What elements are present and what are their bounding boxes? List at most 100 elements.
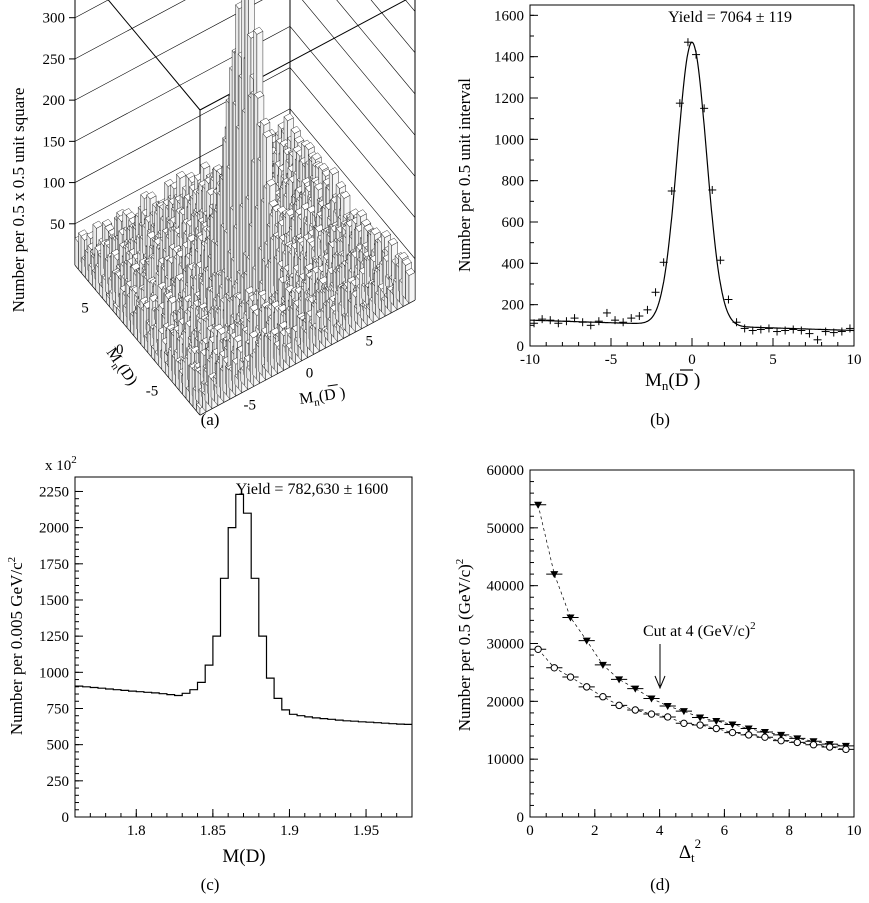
x-tick-label: -5 [605,352,618,368]
series-connector [537,649,846,750]
frame-edge [107,0,201,111]
x-tick-label: 5 [81,300,89,316]
back-grid-line [289,108,416,259]
y-tick-label: 1400 [494,50,524,66]
y-tick-label: 500 [47,738,70,754]
cut-annotation: Cut at 4 (GeV/c)2 [643,620,756,640]
y-tick-label: 0 [306,366,314,382]
x-tick-label: 4 [656,823,664,839]
data-point-circle [809,741,818,749]
plot-frame-b [529,4,855,347]
y-tick-label: 1600 [494,8,524,24]
lego-bar-side [74,237,79,270]
svg-text:): ) [694,370,700,391]
svg-text:Mn(D: Mn(D [645,370,688,393]
x-tick-label: 1.95 [353,823,379,839]
x-tick-label: 6 [721,823,729,839]
yield-annotation-c: Yield = 782,630 ± 1600 [236,481,388,498]
data-point-circle [793,738,801,747]
panel-d-plot: 0 2 4 6 8 10 0 10000 20000 30000 40000 50000 60000 C… [454,463,862,894]
y-tick-label: 200 [502,298,525,314]
caption-a: (a) [201,410,220,429]
lego-bar-side [405,270,410,304]
lego-bar-side [401,260,406,300]
y-tick-label: 1000 [494,132,524,148]
data-point-circle [583,683,591,691]
data-point-circle [728,728,737,737]
lego-bar-top [176,170,187,179]
y-tick-label: 50000 [487,521,525,537]
back-grid-line [370,0,416,53]
x-tick-label: 0 [688,352,696,368]
y-tick-label: 30000 [487,637,525,653]
x-tick-label: 10 [847,352,862,368]
y-axis-title: Mn(D ) [298,384,347,411]
lego-bar-front [408,272,416,304]
gaussian-fit-curve [530,41,854,332]
y-tick-label: 1250 [39,629,69,645]
x-tick-label: 1.9 [280,823,299,839]
y-tick-label: 750 [47,701,70,717]
cut-arrow [654,644,666,690]
data-point-circle [696,721,704,729]
svg-text:): ) [339,385,347,403]
svg-text:Mn(D): Mn(D) [100,345,140,391]
back-grid-line [301,0,416,136]
y-tick-label: 250 [47,774,70,790]
x-tick-label: 8 [785,823,793,839]
data-point-circle [777,736,785,745]
y-tick-label: 800 [502,174,525,190]
back-grid-line [405,0,416,12]
data-point-circle [647,710,656,718]
panel-a-lego-plot: 50100150200250300350 -505-505 Number per… [9,0,416,429]
z-axis-ticks: 50100150200250300350 [43,11,75,233]
lego-bar-top [146,191,157,200]
y-tick-label: 0 [517,339,525,355]
data-point-circle [826,743,834,751]
panel-c-plot: 1.8 1.85 1.9 1.95 0 250 500 750 1000 1250 1500 1750… [6,454,413,894]
lego-bar-side [158,329,163,370]
data-point-circle [664,713,672,721]
z-tick-label: 100 [43,176,66,192]
z-tick-label: 250 [43,52,66,68]
x-tick-label: 2 [591,823,599,839]
lego-bar-top [290,125,301,134]
y-tick-label: 1750 [39,557,69,573]
x-tick-label: 1.85 [200,823,226,839]
x-axis-title: Mn(D) [100,345,140,391]
mass-histogram [75,493,412,725]
data-point-circle [550,664,558,672]
data-point-circle [631,706,639,714]
caption-c: (c) [201,875,220,894]
x-tick-label: 10 [847,823,862,839]
data-point-circle [599,693,607,701]
x-axis-title-b: Mn(D ) [645,369,700,393]
y-tick-label: 10000 [487,752,525,768]
y-axis-title-b: Number per 0.5 unit interval [455,78,474,272]
plot-frame-d [529,469,855,818]
y-tick-label: 5 [365,334,373,350]
data-point-circle [745,731,753,739]
x-tick-label: 5 [769,352,777,368]
y-tick-label: 0 [517,810,525,826]
y-tick-label: 1500 [39,593,69,609]
x-tick-label: 1.8 [127,823,146,839]
axis-ticks-c: 1.8 1.85 1.9 1.95 0 250 500 750 1000 1250 1500 1750… [39,484,413,839]
y-tick-label: 400 [502,256,525,272]
x-tick-label: 0 [526,823,534,839]
lego-bar-top [283,113,294,122]
z-tick-label: 200 [43,93,66,109]
z-tick-label: 300 [43,11,66,27]
lego-bar-top [92,220,103,229]
lego-bar-top [253,26,264,35]
y-axis-title-d: Number per 0.5 (GeV/c)2 [454,559,474,732]
back-grid-line [74,0,186,60]
y-tick-label: 20000 [487,694,525,710]
caption-b: (b) [650,410,670,429]
data-point-circle [566,673,575,681]
y-tick-label: 2250 [39,484,69,500]
axis-ticks-d: 0 2 4 6 8 10 0 10000 20000 30000 40000 50000 60000 [487,463,862,839]
data-point-circle [680,719,688,728]
